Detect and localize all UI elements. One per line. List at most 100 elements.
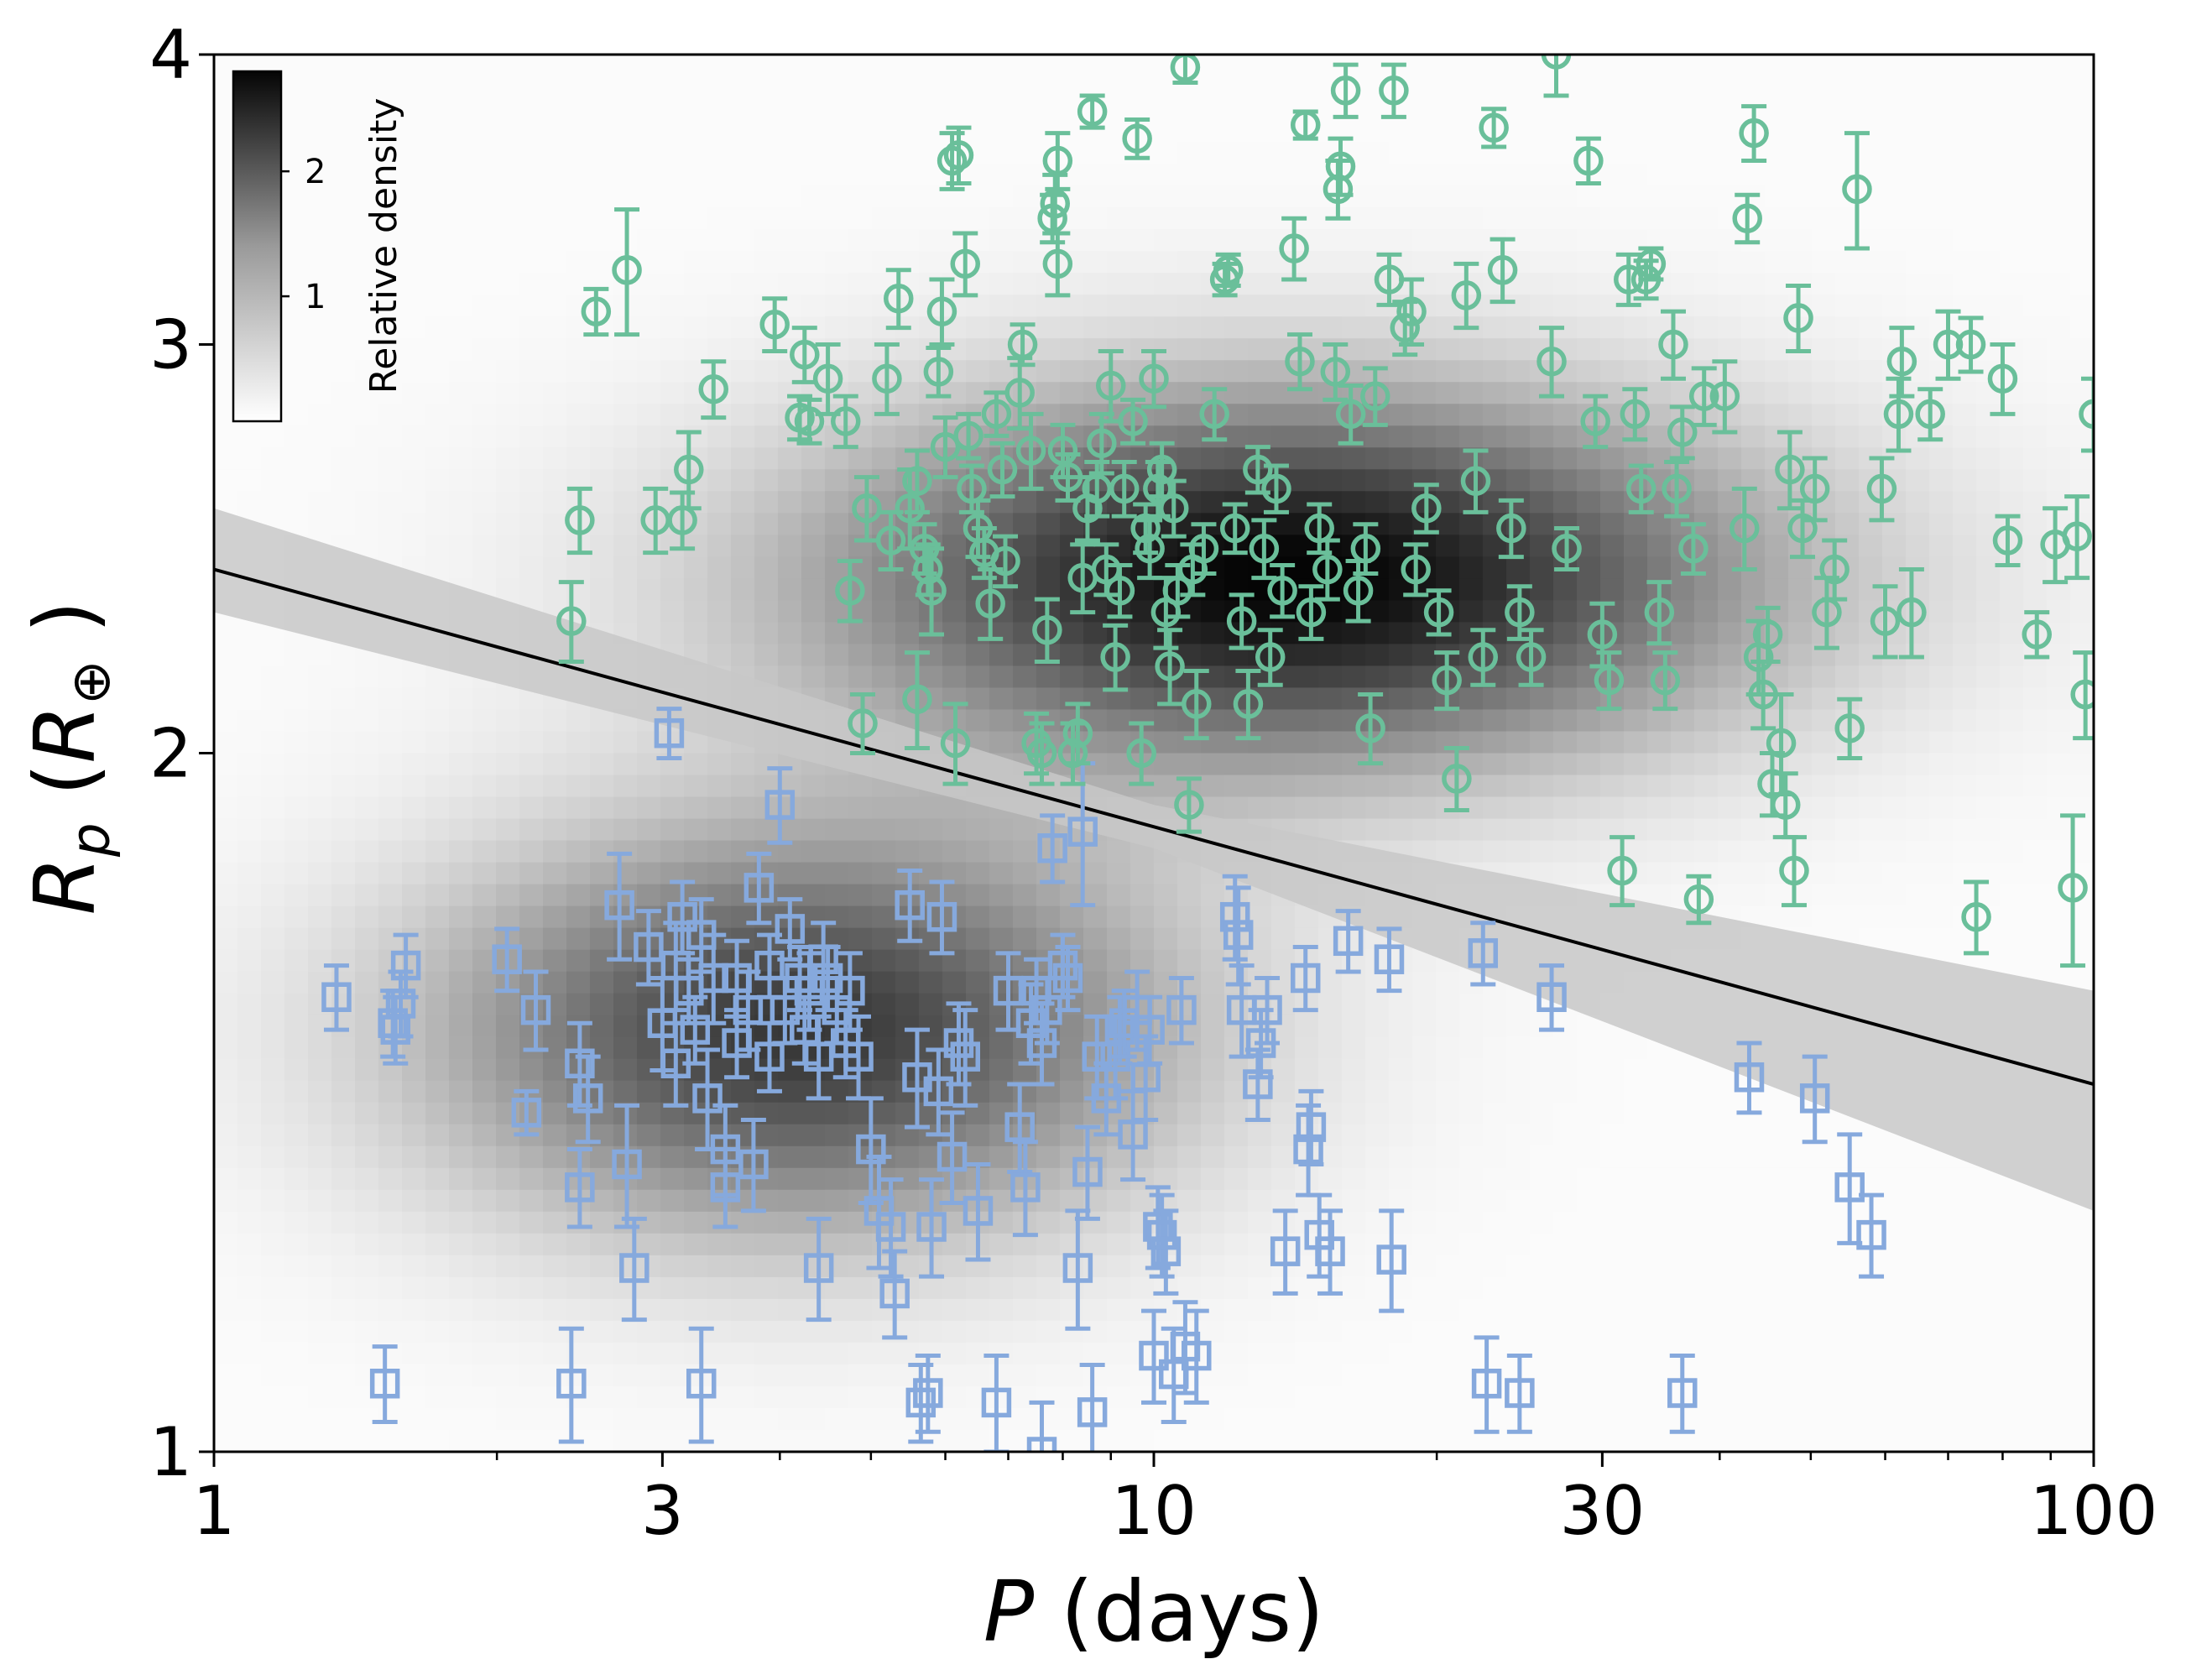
density-cell xyxy=(801,840,826,863)
density-cell xyxy=(1812,862,1836,885)
density-cell xyxy=(1506,818,1531,842)
density-cell xyxy=(284,382,309,404)
density-cell xyxy=(613,556,638,579)
density-cell xyxy=(378,884,403,907)
density-cell xyxy=(1553,142,1578,164)
density-cell xyxy=(308,753,332,776)
density-cell xyxy=(613,840,638,863)
density-cell xyxy=(472,76,497,99)
density-cell xyxy=(449,1385,473,1409)
density-cell xyxy=(1882,55,1907,77)
density-cell xyxy=(1365,1364,1390,1387)
density-cell xyxy=(519,98,544,121)
density-cell xyxy=(754,491,779,514)
density-cell xyxy=(378,905,403,929)
density-cell xyxy=(1083,1233,1108,1256)
density-cell xyxy=(1177,862,1202,885)
density-cell xyxy=(1577,1255,1601,1278)
density-cell xyxy=(1741,273,1766,295)
density-cell xyxy=(660,425,685,448)
density-cell xyxy=(1624,1342,1648,1365)
density-cell xyxy=(425,1298,450,1322)
density-cell xyxy=(2023,1385,2048,1409)
density-cell xyxy=(684,164,708,186)
density-cell xyxy=(1718,1342,1742,1365)
density-cell xyxy=(449,513,473,535)
density-cell xyxy=(1741,600,1766,623)
density-cell xyxy=(214,1015,238,1038)
density-cell xyxy=(261,775,285,798)
density-cell xyxy=(1976,1320,2001,1343)
density-cell xyxy=(519,447,544,470)
density-cell xyxy=(261,1276,285,1300)
density-cell xyxy=(519,76,544,99)
density-cell xyxy=(1577,1342,1601,1365)
density-cell xyxy=(1083,884,1108,907)
density-cell xyxy=(1835,76,1860,99)
density-cell xyxy=(1694,295,1719,317)
density-cell xyxy=(1060,1058,1084,1082)
density-cell xyxy=(1624,600,1648,623)
density-cell xyxy=(472,229,497,252)
density-cell xyxy=(425,949,450,973)
density-cell xyxy=(1130,1429,1155,1452)
density-cell xyxy=(1718,818,1742,842)
density-cell xyxy=(1647,862,1672,885)
density-cell xyxy=(425,1036,450,1060)
density-cell xyxy=(1342,316,1366,339)
density-cell xyxy=(566,971,591,994)
density-cell xyxy=(1577,1233,1601,1256)
density-cell xyxy=(1553,1145,1578,1169)
density-cell xyxy=(1741,862,1766,885)
density-cell xyxy=(637,1429,661,1452)
density-cell xyxy=(1389,142,1413,164)
density-cell xyxy=(1412,447,1437,470)
density-cell xyxy=(1506,469,1531,492)
density-cell xyxy=(472,1211,497,1234)
density-cell xyxy=(731,316,755,339)
density-cell xyxy=(637,556,661,579)
density-cell xyxy=(1224,55,1249,77)
density-cell xyxy=(284,1102,309,1125)
density-cell xyxy=(543,556,567,579)
density-cell xyxy=(2047,142,2071,164)
density-cell xyxy=(1083,185,1108,208)
density-cell xyxy=(449,1036,473,1060)
density-cell xyxy=(1553,578,1578,601)
density-cell xyxy=(1882,818,1907,842)
density-cell xyxy=(308,665,332,689)
density-cell xyxy=(284,469,309,492)
density-cell xyxy=(1530,731,1554,754)
density-cell xyxy=(1953,622,1977,645)
density-cell xyxy=(402,513,426,535)
density-cell xyxy=(519,884,544,907)
density-cell xyxy=(848,338,873,361)
density-cell xyxy=(2023,840,2048,863)
density-cell xyxy=(1600,709,1625,733)
density-cell xyxy=(590,229,614,252)
density-cell xyxy=(613,600,638,623)
density-cell xyxy=(1224,1429,1249,1452)
density-cell xyxy=(1600,316,1625,339)
density-cell xyxy=(214,1124,238,1147)
density-cell xyxy=(519,1407,544,1431)
density-cell xyxy=(1788,1255,1813,1278)
density-cell xyxy=(1201,164,1225,186)
density-cell xyxy=(1201,1276,1225,1300)
density-cell xyxy=(308,491,332,514)
density-cell xyxy=(872,905,896,929)
density-cell xyxy=(331,273,356,295)
density-cell xyxy=(1483,404,1507,426)
density-cell xyxy=(284,447,309,470)
density-cell xyxy=(1459,1036,1484,1060)
density-cell xyxy=(496,1298,520,1322)
density-cell xyxy=(1788,1320,1813,1343)
density-cell xyxy=(801,55,826,77)
density-cell xyxy=(237,775,262,798)
density-cell xyxy=(778,207,802,230)
density-cell xyxy=(214,840,238,863)
density-cell xyxy=(472,273,497,295)
density-cell xyxy=(1365,1189,1390,1213)
density-cell xyxy=(1483,578,1507,601)
